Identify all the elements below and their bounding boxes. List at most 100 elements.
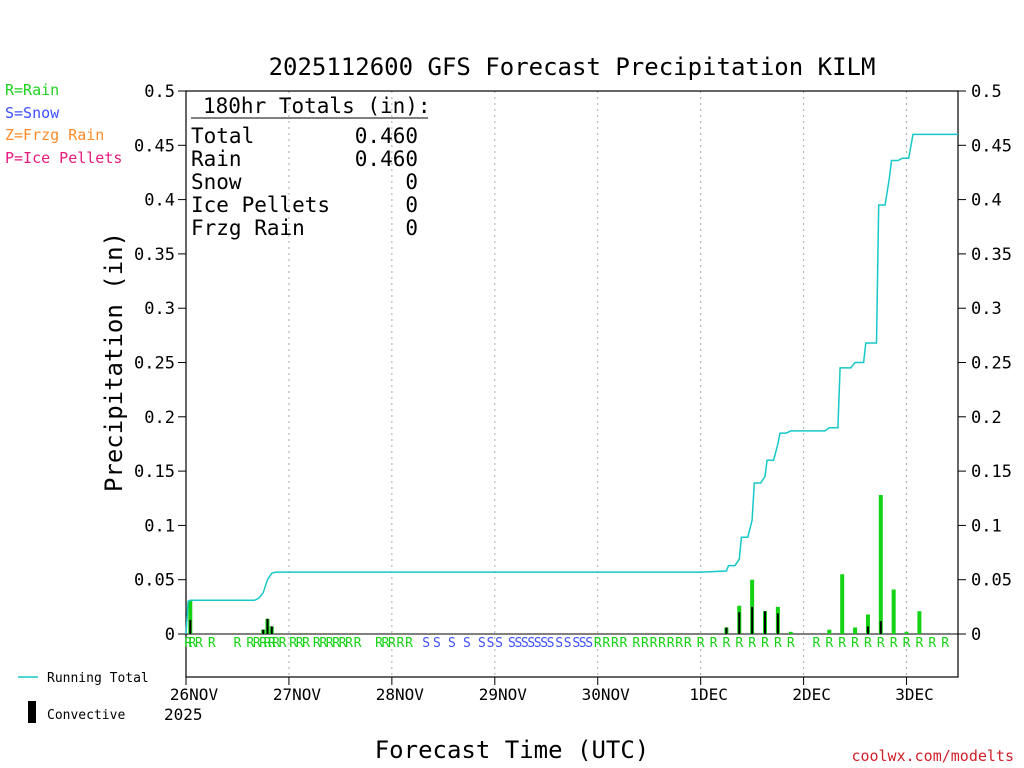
ptype-label: S — [514, 636, 522, 651]
ptype-label: R — [620, 636, 628, 651]
running-total-line — [185, 133, 958, 635]
y-tick-label: 0.3 — [144, 299, 175, 319]
ptype-label: R — [838, 636, 846, 651]
ptype-label: R — [667, 636, 675, 651]
totals-box: 180hr Totals (in): Total 0.460 Rain 0.46… — [191, 94, 431, 240]
plot-frame — [185, 90, 959, 678]
convective-bar — [262, 629, 265, 634]
precip-bar — [853, 627, 858, 634]
precip-bar — [827, 629, 832, 634]
y-axis-label: Precipitation (in) — [100, 232, 128, 492]
y-tick-label: 0.2 — [144, 408, 175, 428]
x-tick-label: 1DEC — [689, 685, 728, 704]
vertical-grid-lines — [288, 91, 908, 677]
precip-bars — [188, 494, 922, 634]
convective-bar — [764, 611, 766, 634]
y-tick-label: 0.35 — [134, 245, 175, 265]
ptype-label: R — [208, 636, 216, 651]
ptype-label: R — [735, 636, 743, 651]
y-tick-label-right: 0.5 — [971, 82, 1002, 102]
chart-title: 2025112600 GFS Forecast Precipitation KI… — [269, 53, 876, 81]
ptype-label: S — [508, 636, 516, 651]
ptype-label: R — [313, 636, 321, 651]
ptype-label: R — [915, 636, 923, 651]
convective-bar — [751, 606, 754, 634]
ptype-label: R — [722, 636, 730, 651]
ptype-label: S — [579, 636, 587, 651]
totals-value-frzg-rain: 0 — [405, 216, 418, 240]
convective-bar — [879, 620, 882, 634]
convective-legend-label: Convective — [47, 708, 125, 723]
ptype-label: R — [697, 636, 705, 651]
x-tick-label: 28NOV — [376, 685, 425, 704]
ptype-label: R — [268, 636, 276, 651]
ptype-label: S — [495, 636, 503, 651]
ptype-label: R — [375, 636, 383, 651]
y-tick-label: 0.25 — [134, 354, 175, 374]
ptype-label: R — [774, 636, 782, 651]
ptype-label: R — [339, 636, 347, 651]
ptype-label: R — [675, 636, 683, 651]
ptype-label: R — [397, 636, 405, 651]
ptype-label: R — [710, 636, 718, 651]
ptype-label: S — [555, 636, 563, 651]
y-tick-label: 0.45 — [134, 136, 175, 156]
totals-value-snow: 0 — [405, 170, 418, 194]
ptype-label: S — [521, 636, 529, 651]
ptype-label: R — [890, 636, 898, 651]
ptype-label: S — [463, 636, 471, 651]
precip-bar — [788, 631, 793, 634]
ptype-label: R — [253, 636, 261, 651]
ptype-label: R — [388, 636, 396, 651]
y-tick-label-right: 0 — [971, 625, 981, 645]
y-tick-label-right: 0.45 — [971, 136, 1012, 156]
legend-bottom: Running Total Convective — [18, 671, 149, 723]
y-tick-label-right: 0.2 — [971, 408, 1002, 428]
ptype-label: R — [684, 636, 692, 651]
legend-rain: R=Rain — [5, 81, 59, 99]
y-tick-label-right: 0.1 — [971, 516, 1002, 536]
ptype-label: S — [478, 636, 486, 651]
ptype-label: R — [345, 636, 353, 651]
x-tick-label: 27NOV — [273, 685, 322, 704]
precip-bar — [917, 611, 922, 634]
ptype-label: R — [302, 636, 310, 651]
precip-bar — [865, 614, 870, 634]
ptype-label: S — [534, 636, 542, 651]
y-axis-left: 0 0.05 0.1 0.15 0.2 0.25 0.3 0.35 0.4 0.45 0.5 — [134, 82, 186, 645]
precip-bar — [878, 494, 883, 634]
x-axis-label: Forecast Time (UTC) — [375, 736, 650, 764]
ptype-label: R — [650, 636, 658, 651]
ptype-label: R — [184, 636, 192, 651]
ptype-label: S — [448, 636, 456, 651]
y-tick-label: 0.15 — [134, 462, 175, 482]
convective-bar — [270, 626, 273, 634]
ptype-label: R — [632, 636, 640, 651]
ptype-label: R — [319, 636, 327, 651]
ptype-label: R — [296, 636, 304, 651]
ptype-label: S — [487, 636, 495, 651]
precip-bar — [891, 589, 896, 634]
ptype-label: R — [658, 636, 666, 651]
totals-label-total: Total — [191, 124, 254, 148]
running-total-legend-label: Running Total — [47, 671, 149, 686]
ptype-label: R — [761, 636, 769, 651]
x-tick-label: 29NOV — [479, 685, 528, 704]
watermark: coolwx.com/modelts — [851, 747, 1014, 765]
ptype-label: R — [332, 636, 340, 651]
ptype-label: R — [903, 636, 911, 651]
y-tick-label-right: 0.4 — [971, 191, 1002, 211]
ptype-label: R — [611, 636, 619, 651]
ptype-label: R — [641, 636, 649, 651]
convective-bar — [866, 626, 869, 634]
ptype-label: R — [877, 636, 885, 651]
y-tick-label: 0 — [165, 625, 175, 645]
y-tick-label-right: 0.15 — [971, 462, 1012, 482]
totals-label-snow: Snow — [191, 170, 242, 194]
ptype-label: R — [264, 636, 272, 651]
ptype-label: R — [354, 636, 362, 651]
ptype-label: S — [422, 636, 430, 651]
ptype-label: R — [272, 636, 280, 651]
ptype-label: R — [851, 636, 859, 651]
